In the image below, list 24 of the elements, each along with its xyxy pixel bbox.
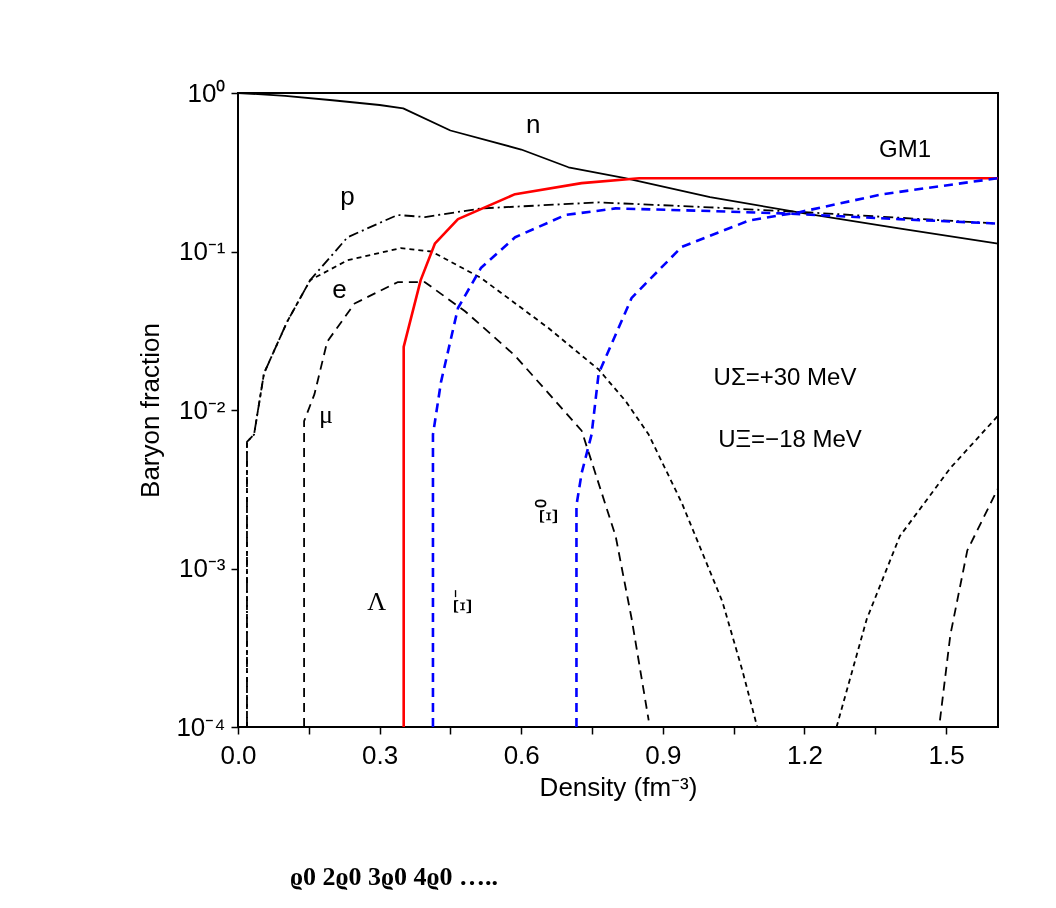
text: Ξ⁻ xyxy=(447,589,477,615)
x-tick-label: 0.6 xyxy=(503,739,540,770)
x-tick-label: 0.0 xyxy=(220,739,257,770)
x-axis-title: Density (fm⁻³) xyxy=(539,771,698,802)
annotation: GM1 xyxy=(878,135,932,162)
series-label: p xyxy=(340,181,355,212)
y-tick-label: 10⁰ xyxy=(187,77,226,108)
x-tick-label: 1.5 xyxy=(928,739,965,770)
series-label: Λ xyxy=(367,587,387,616)
x-tick-label: 1.2 xyxy=(786,739,824,770)
annotation: UΣ=+30 MeV xyxy=(713,363,857,390)
y-tick-label: 10⁻³ xyxy=(178,553,226,583)
series-label: n xyxy=(526,108,541,139)
x-tick-label: 0.3 xyxy=(362,739,399,770)
y-axis-title: Baryon fraction xyxy=(135,323,166,498)
y-tick-label: 10⁻² xyxy=(178,394,226,425)
y-tick-label: 10⁻⁴ xyxy=(176,711,226,742)
annotation: UΞ=−18 MeV xyxy=(718,425,862,452)
text: Ξ⁰ xyxy=(534,499,564,525)
y-tick-label: 10⁻¹ xyxy=(178,236,226,266)
text: ϱ0 2ϱ0 3ϱ0 4ϱ0 ….. xyxy=(290,862,498,891)
series-label: e xyxy=(332,274,347,305)
series-label: μ xyxy=(319,400,334,430)
x-tick-label: 0.9 xyxy=(645,739,682,770)
